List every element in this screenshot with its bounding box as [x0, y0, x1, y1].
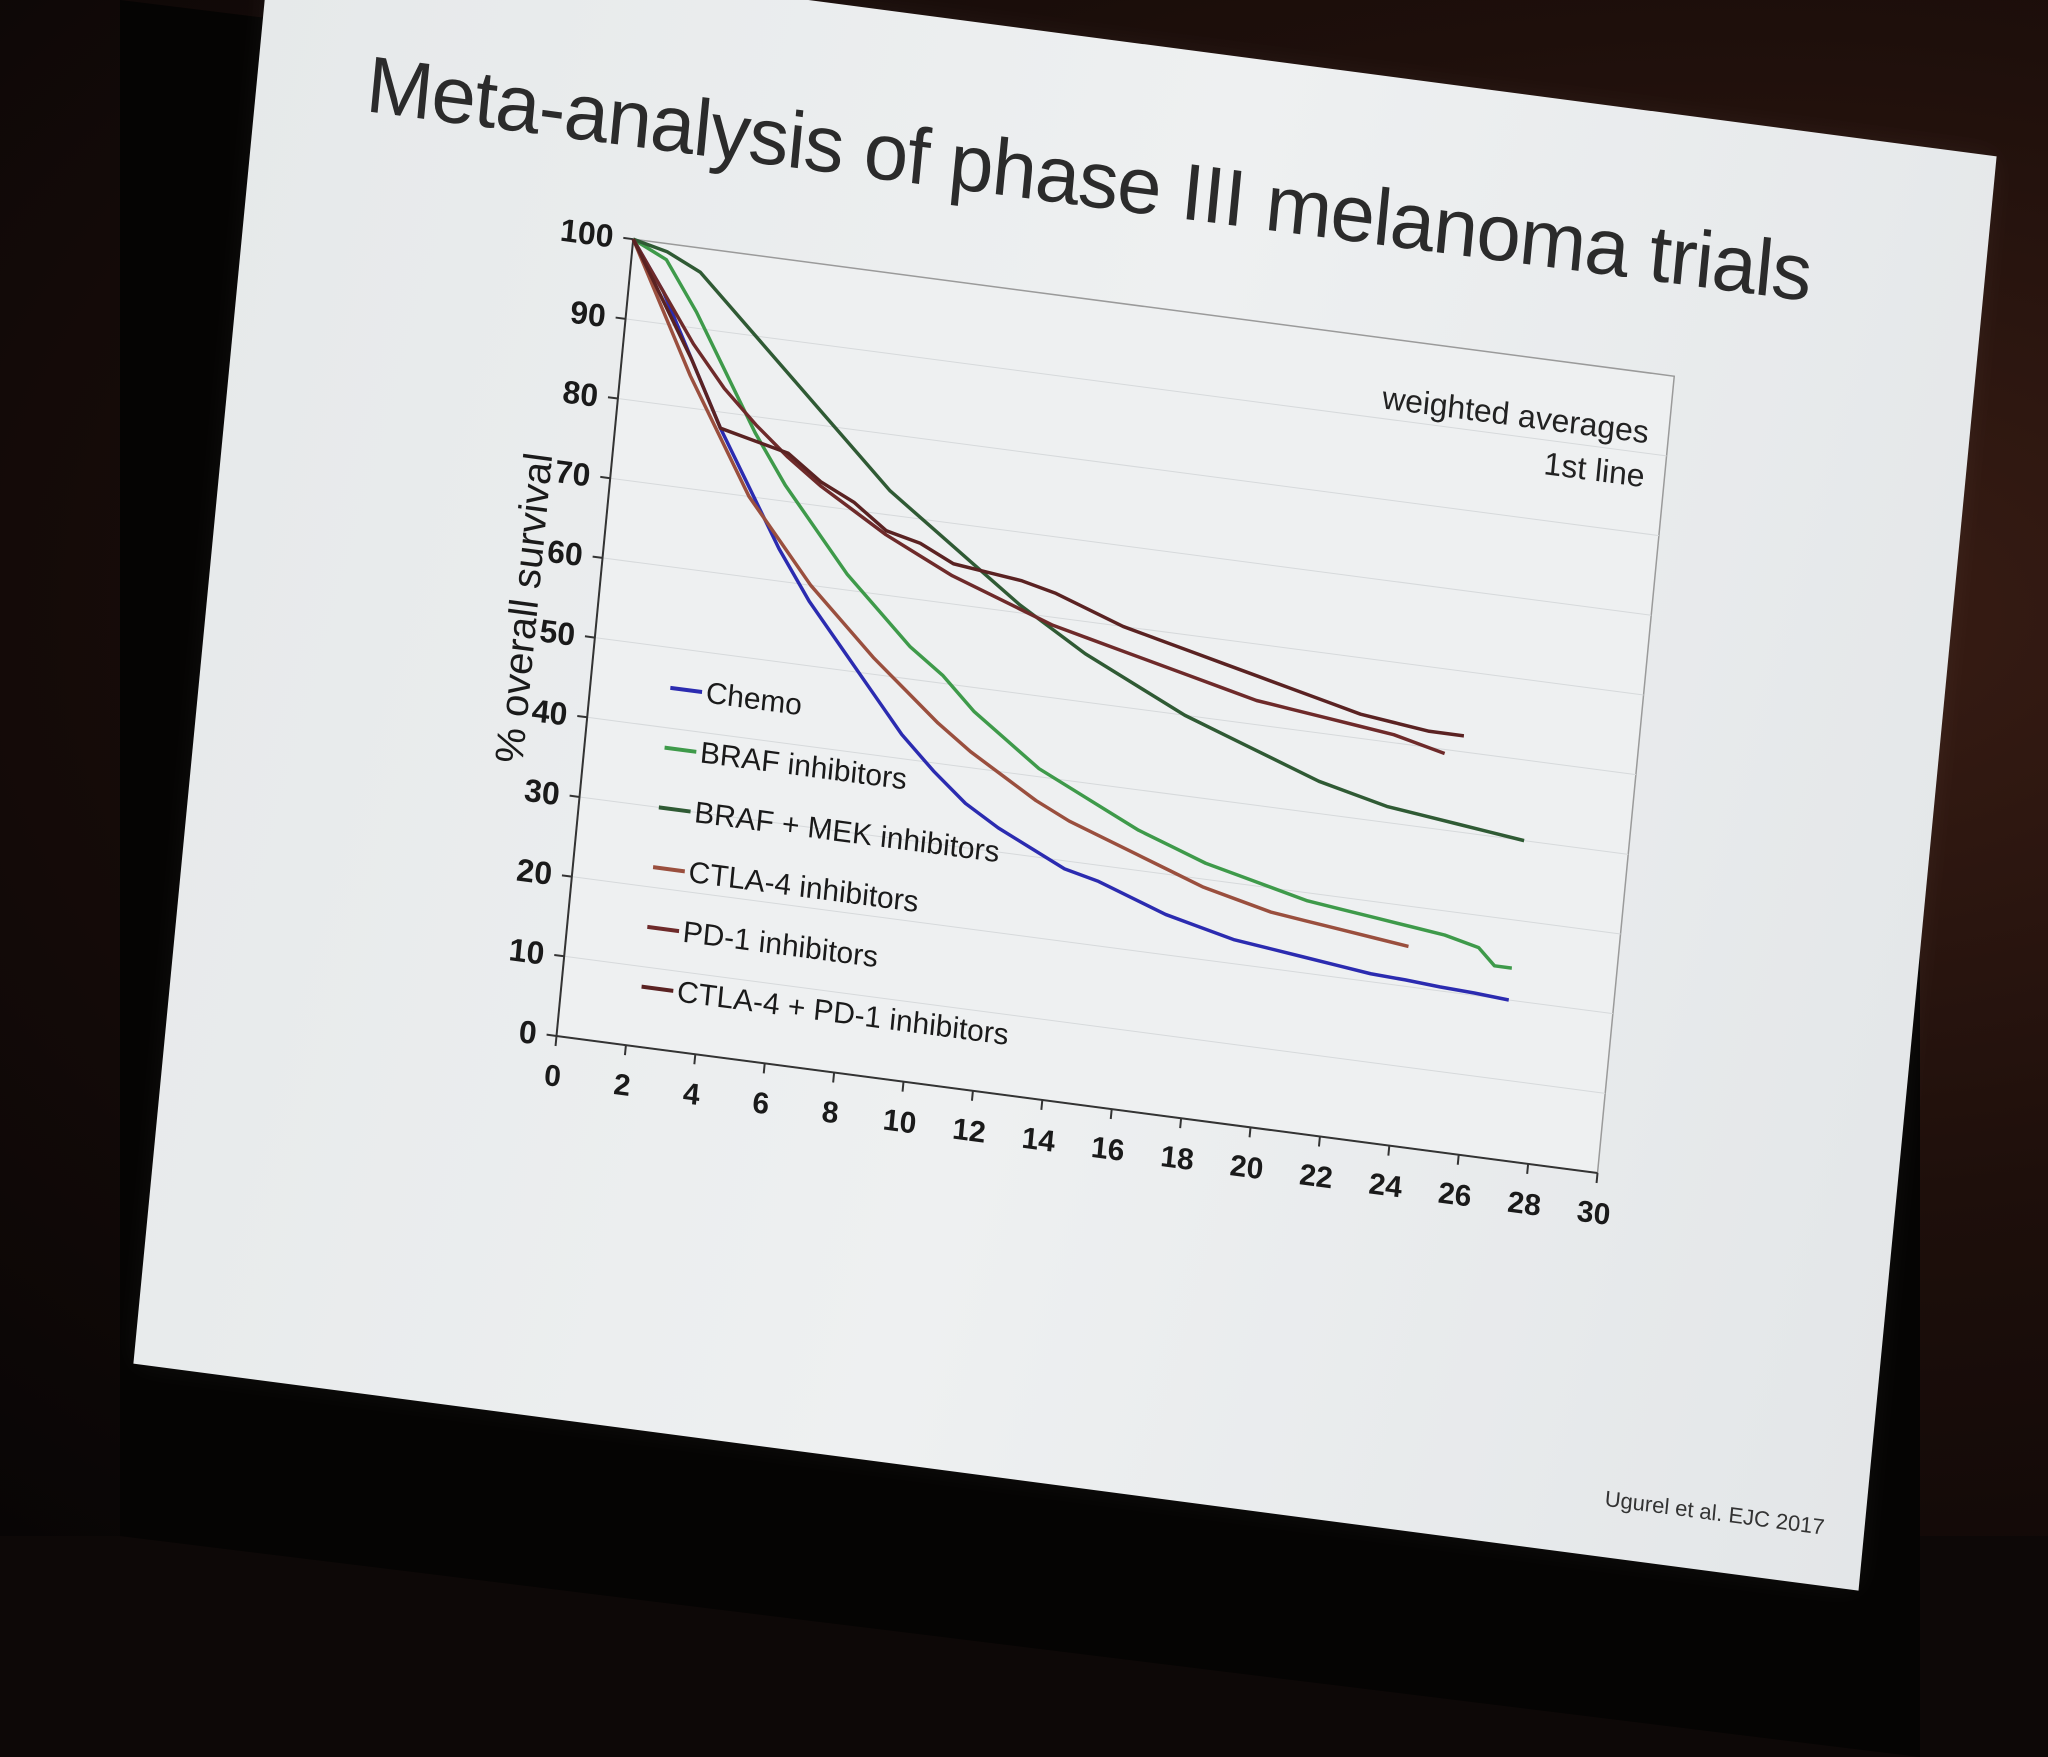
x-tick-label: 0 — [543, 1059, 563, 1094]
y-tick-mark — [546, 1033, 557, 1037]
y-tick-mark — [577, 714, 588, 719]
series-line — [632, 237, 1525, 843]
citation: Ugurel et al. EJC 2017 — [1603, 1485, 1826, 1540]
gridline — [594, 637, 1636, 776]
axes — [546, 236, 1599, 1184]
x-tick-mark — [1109, 1108, 1113, 1120]
x-tick-mark — [970, 1090, 974, 1101]
legend-swatch — [647, 924, 680, 934]
y-tick-label: 0 — [517, 1013, 538, 1051]
x-tick-mark — [554, 1035, 558, 1047]
y-tick-label: 60 — [546, 533, 585, 573]
x-tick-label: 24 — [1367, 1167, 1404, 1204]
y-tick-label: 30 — [523, 772, 562, 812]
x-tick-mark — [1595, 1172, 1599, 1184]
y-tick-mark — [554, 954, 565, 958]
x-axis-line — [556, 1034, 1598, 1175]
presentation-slide: Meta-analysis of phase III melanoma tria… — [133, 0, 1997, 1591]
x-tick-mark — [1387, 1145, 1391, 1156]
x-tick-label: 18 — [1159, 1140, 1195, 1177]
x-tick-label: 30 — [1576, 1195, 1612, 1232]
gridline — [617, 398, 1659, 537]
legend-swatch — [641, 984, 674, 993]
gridline — [610, 477, 1652, 616]
legend-swatch — [670, 685, 703, 695]
series-lines — [631, 237, 1525, 1002]
x-tick-mark — [1040, 1099, 1044, 1111]
x-tick-mark — [1179, 1118, 1183, 1129]
x-tick-label: 16 — [1090, 1131, 1126, 1168]
y-tick-mark — [600, 475, 611, 480]
gridline — [587, 716, 1629, 855]
y-tick-label: 40 — [530, 692, 569, 732]
gridline — [571, 876, 1613, 1015]
series-line — [631, 238, 1446, 756]
y-tick-label: 10 — [507, 931, 546, 971]
x-tick-label: 14 — [1020, 1122, 1057, 1159]
x-tick-mark — [623, 1044, 627, 1056]
x-tick-label: 4 — [682, 1077, 702, 1112]
gridline — [564, 955, 1606, 1094]
gridline — [625, 318, 1667, 457]
x-tick-label: 28 — [1506, 1186, 1542, 1223]
y-tick-mark — [584, 635, 595, 639]
x-tick-mark — [1456, 1154, 1460, 1165]
y-tick-mark — [569, 794, 580, 798]
gridlines — [564, 318, 1667, 1094]
series-line — [631, 238, 1465, 738]
y-tick-label: 100 — [559, 212, 615, 255]
x-tick-mark — [901, 1081, 905, 1092]
x-tick-label: 2 — [612, 1068, 632, 1103]
legend-swatch — [664, 745, 697, 754]
x-tick-mark — [1317, 1136, 1321, 1147]
y-tick-label: 90 — [569, 294, 608, 334]
x-tick-mark — [762, 1063, 766, 1074]
y-tick-mark — [561, 874, 572, 878]
y-tick-mark — [592, 555, 603, 559]
y-tick-label: 80 — [561, 373, 600, 413]
x-tick-label: 22 — [1298, 1158, 1334, 1195]
x-tick-labels: 0 2 4 6 8 10 12 14 16 18 20 22 24 26 28 30 — [543, 1059, 1612, 1232]
x-tick-mark — [1526, 1163, 1530, 1174]
x-tick-label: 6 — [751, 1086, 771, 1121]
y-tick-mark — [623, 236, 634, 241]
legend-swatch — [652, 865, 685, 874]
x-tick-label: 20 — [1229, 1149, 1265, 1186]
series-line — [632, 237, 1512, 970]
y-tick-mark — [607, 396, 618, 400]
x-tick-label: 26 — [1437, 1177, 1473, 1214]
y-tick-mark — [615, 316, 626, 320]
x-tick-mark — [1248, 1127, 1252, 1138]
x-tick-label: 12 — [951, 1113, 987, 1150]
x-tick-mark — [832, 1072, 836, 1083]
y-tick-labels: 0 10 20 30 40 50 60 70 80 90 100 — [507, 212, 615, 1052]
legend-swatch — [658, 805, 691, 814]
y-tick-label: 50 — [538, 612, 577, 652]
x-tick-label: 8 — [820, 1095, 840, 1130]
y-tick-label: 20 — [515, 851, 554, 891]
x-tick-mark — [693, 1054, 697, 1065]
x-tick-label: 10 — [881, 1103, 917, 1140]
series-line — [631, 238, 1409, 949]
gridline — [579, 796, 1621, 935]
y-tick-label: 70 — [553, 453, 592, 493]
